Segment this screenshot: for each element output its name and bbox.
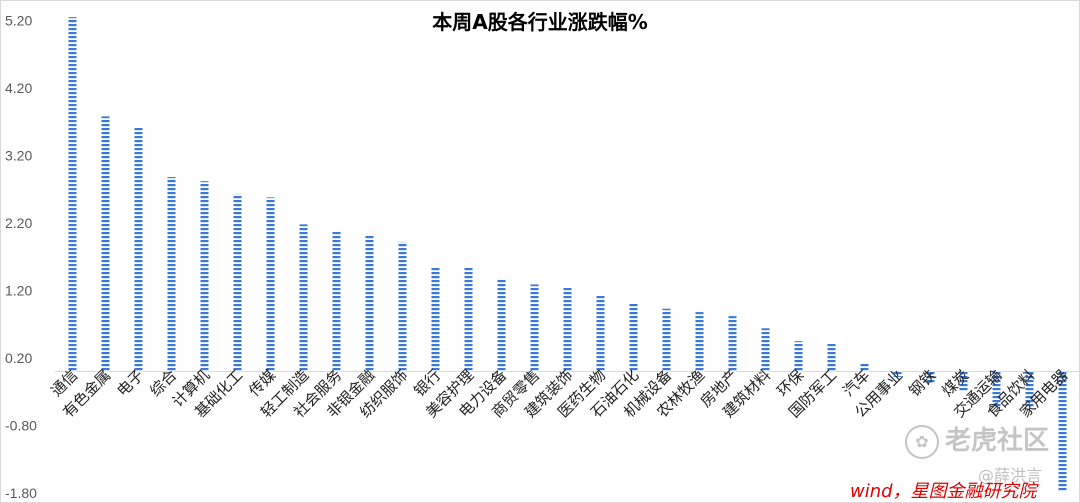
y-tick-label: -0.80 [5,418,37,434]
bar [101,116,110,372]
y-tick-label: 5.20 [5,13,32,29]
bar [563,287,572,372]
chart-title: 本周A股各行业涨跌幅% [432,10,648,34]
bar [497,278,506,372]
y-tick-label: 1.20 [5,283,32,299]
tiger-icon: ✿ [905,424,939,459]
y-tick-label: 0.20 [5,350,32,366]
y-tick-label: 2.20 [5,215,32,231]
bar [200,181,209,372]
bar [431,266,440,372]
bar [959,371,968,392]
bar [398,241,407,372]
bar [926,371,935,384]
bar [992,371,1001,407]
bar [464,266,473,372]
bar [299,224,308,372]
bar [629,302,638,372]
watermark-user: @薛洪言 [978,466,1043,485]
bar [794,341,803,372]
bar [1025,371,1034,407]
bar [530,284,539,372]
bar [167,177,176,372]
bar [662,308,671,372]
bar [332,231,341,372]
bar [761,328,770,372]
bar [728,316,737,372]
y-tick-label: 3.20 [5,148,32,164]
bar [365,235,374,372]
bar [596,295,605,372]
bar [860,362,869,372]
y-tick-label: -1.80 [5,485,37,501]
source-note: wind，星图金融研究院 [850,481,1037,502]
bar [233,193,242,372]
bar [695,312,704,372]
bar [266,197,275,372]
bar [1058,371,1067,492]
watermark-site-label: 老虎社区 [945,426,1050,456]
watermark-site: ✿ 老虎社区 [905,420,1049,459]
bar [827,343,836,372]
y-tick-label: 4.20 [5,80,32,96]
bar [68,17,77,372]
bar [134,127,143,372]
bar [893,371,902,377]
